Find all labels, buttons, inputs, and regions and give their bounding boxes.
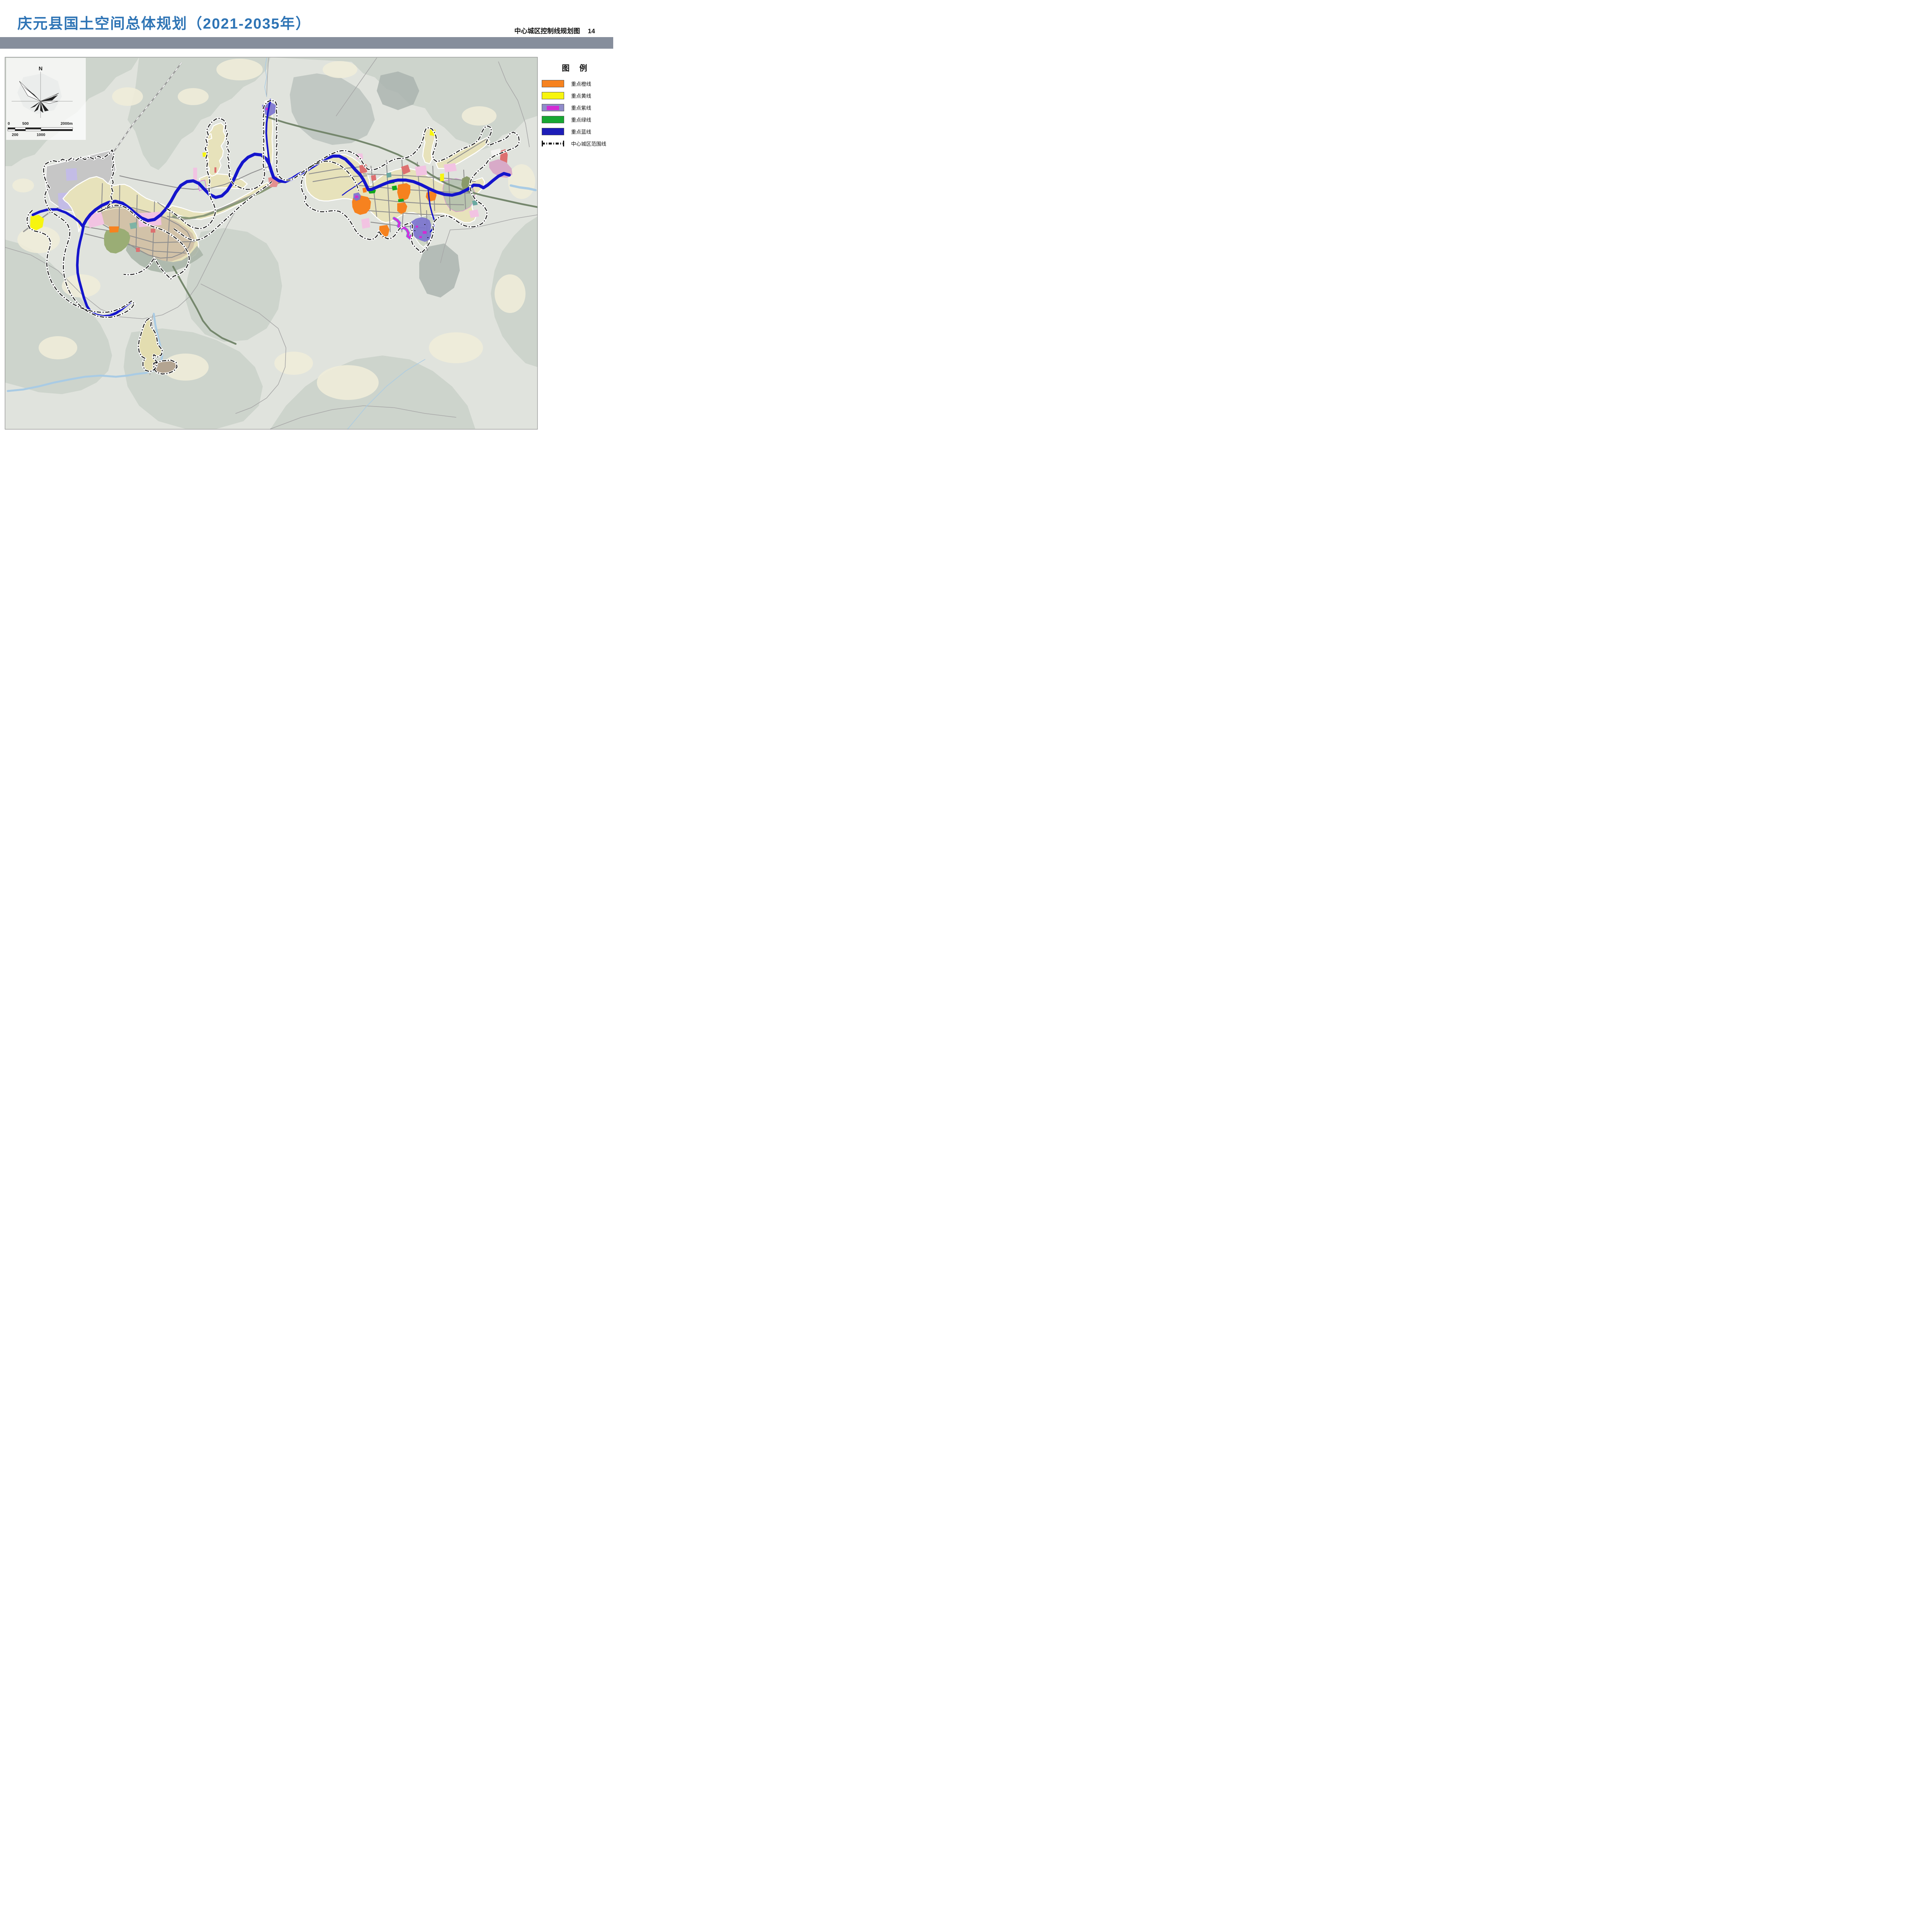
planning-map-page: 庆元县国土空间总体规划（2021-2035年） 中心城区控制线规划图 14 xyxy=(0,0,613,434)
legend-label: 重点绿线 xyxy=(571,117,592,123)
legend-label: 重点蓝线 xyxy=(571,129,592,135)
orange-zone xyxy=(397,183,410,201)
legend: 图 例 重点橙线 重点黄线 重点紫线 重点绿线 重点蓝线 中心城区范围线 xyxy=(542,62,611,152)
west-urban-dense xyxy=(89,209,195,261)
legend-label: 重点橙线 xyxy=(571,81,592,87)
map-frame xyxy=(5,57,538,430)
map-canvas: N 0 500 2000m 200 1000 xyxy=(5,57,538,430)
purple-zone-peninsula xyxy=(410,217,431,242)
pink-patch xyxy=(469,209,479,218)
compass-north-label: N xyxy=(39,65,43,71)
purple-line-zone-west-2 xyxy=(66,168,77,181)
scale-tick: 500 xyxy=(22,122,29,126)
red-patch xyxy=(136,248,140,252)
legend-label: 重点黄线 xyxy=(571,93,592,99)
map-label-mark xyxy=(414,230,415,231)
legend-item: 重点绿线 xyxy=(542,116,611,123)
scale-bar: 0 500 2000m 200 1000 xyxy=(7,122,73,137)
legend-item: 中心城区范围线 xyxy=(542,140,611,147)
magenta-core xyxy=(423,231,427,234)
west-tributary-blue-line xyxy=(31,208,84,228)
legend-item: 重点蓝线 xyxy=(542,128,611,135)
legend-item: 重点橙线 xyxy=(542,80,611,87)
orange-zone xyxy=(397,202,407,214)
purple-line-stream xyxy=(393,217,413,241)
orange-zone-small xyxy=(362,187,367,193)
pink-patch xyxy=(361,218,370,229)
main-river-blue-line xyxy=(82,153,511,226)
west-park xyxy=(104,228,130,253)
west-cluster-hill xyxy=(126,243,203,273)
south-bend-blue-line xyxy=(76,225,132,318)
legend-swatch-purple xyxy=(542,104,564,111)
page-title: 庆元县国土空间总体规划（2021-2035年） xyxy=(17,16,311,32)
teal-patch xyxy=(386,172,391,178)
map-label-mark xyxy=(424,224,425,225)
magenta-core xyxy=(355,196,358,198)
map-sheet-label: 中心城区控制线规划图 14 xyxy=(514,26,595,35)
compass-panel: N 0 500 2000m 200 1000 xyxy=(6,58,86,140)
red-patch xyxy=(371,175,376,181)
legend-label: 重点紫线 xyxy=(571,105,592,111)
scale-tick: 0 xyxy=(8,122,10,126)
map-label-mark xyxy=(427,237,429,238)
junction-stream-blue-line xyxy=(342,179,364,196)
page-number: 14 xyxy=(588,27,595,35)
red-patch xyxy=(401,165,410,175)
legend-item: 重点紫线 xyxy=(542,104,611,111)
north-tributary-blue-line xyxy=(265,99,272,172)
scale-tick: 1000 xyxy=(37,133,46,137)
teal-patch xyxy=(472,200,478,206)
magenta-core xyxy=(266,108,269,110)
green-zone xyxy=(392,185,397,190)
legend-title: 图 例 xyxy=(562,64,591,73)
scale-tick: 200 xyxy=(12,133,19,137)
red-patch xyxy=(151,229,155,233)
legend-swatch-boundary xyxy=(542,141,564,146)
legend-swatch-yellow xyxy=(542,92,564,99)
legend-swatch-green xyxy=(542,116,564,123)
yellow-zone-east-2 xyxy=(440,173,444,181)
map-sheet-name: 中心城区控制线规划图 xyxy=(514,27,580,35)
legend-swatch-blue xyxy=(542,128,564,135)
yellow-zone-west xyxy=(30,215,44,231)
legend-label: 中心城区范围线 xyxy=(571,141,607,147)
legend-item: 重点黄线 xyxy=(542,92,611,99)
scale-tick: 2000m xyxy=(61,122,73,126)
natural-streams xyxy=(7,58,537,429)
teal-patch xyxy=(129,222,137,229)
red-patch xyxy=(214,167,216,173)
pink-patch xyxy=(193,168,197,181)
magenta-core xyxy=(419,236,422,238)
green-zone xyxy=(398,199,404,202)
terrain-farmland xyxy=(12,59,535,400)
pink-patch xyxy=(444,163,457,172)
orange-zone xyxy=(109,226,119,233)
compass-rose: N xyxy=(12,65,73,118)
header-divider-band xyxy=(0,37,613,49)
pink-patch xyxy=(415,165,427,176)
legend-swatch-orange xyxy=(542,80,564,87)
magenta-core xyxy=(416,226,418,228)
